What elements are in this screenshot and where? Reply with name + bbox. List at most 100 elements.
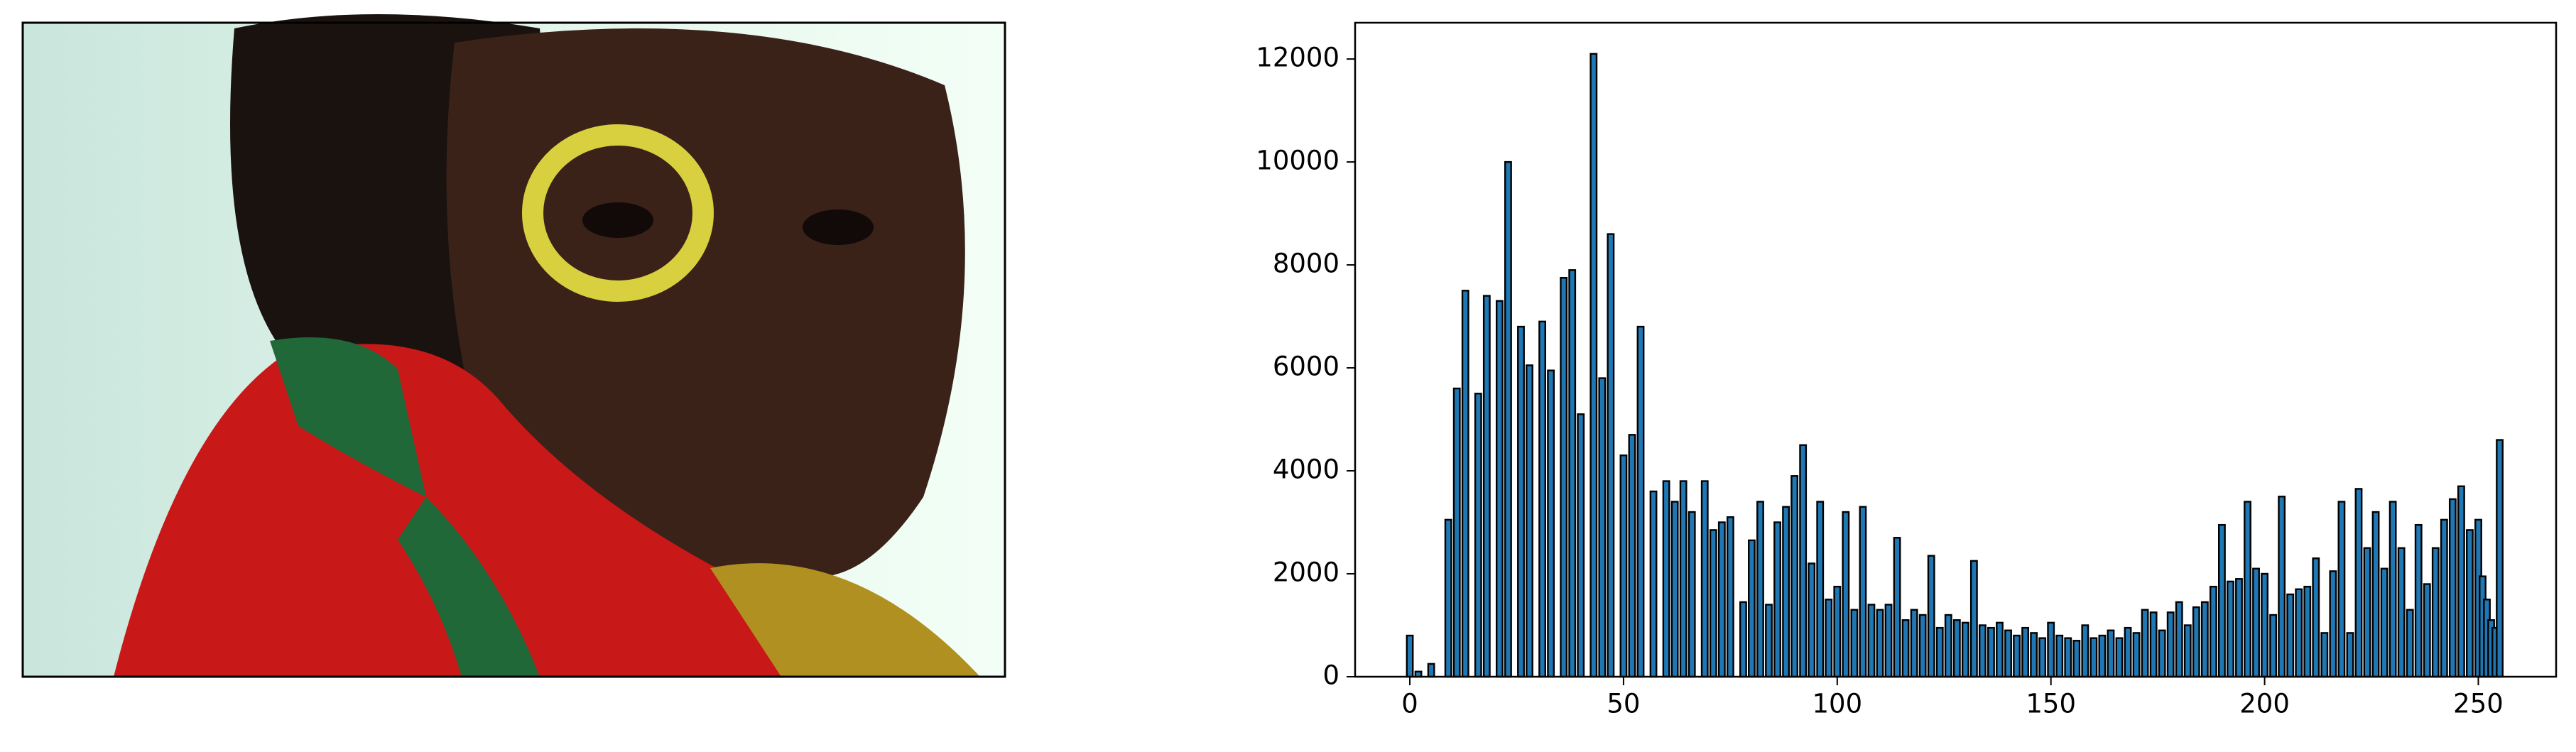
bar	[2013, 634, 2021, 678]
bar	[1636, 325, 1645, 678]
bar	[1756, 501, 1764, 678]
bar	[1679, 480, 1688, 678]
bar	[2329, 570, 2337, 678]
y-tick-label: 10000	[1256, 146, 1339, 176]
bar	[2141, 609, 2149, 678]
bar	[2431, 547, 2440, 678]
bar	[2371, 511, 2380, 678]
bar	[1935, 626, 1944, 678]
bar	[1444, 518, 1452, 678]
bar	[1867, 604, 1876, 678]
bar	[1662, 480, 1670, 678]
y-tick-label: 8000	[1273, 249, 1339, 279]
bar	[2047, 621, 2055, 678]
bar	[1504, 160, 1512, 678]
bar	[1700, 480, 1709, 678]
bar	[1607, 233, 1615, 678]
bar	[2124, 626, 2132, 678]
x-tick-label: 50	[1607, 689, 1640, 719]
bar	[1526, 364, 1533, 678]
bar	[2166, 611, 2175, 678]
bar	[2414, 523, 2423, 678]
bar	[2227, 580, 2234, 678]
bar	[2337, 501, 2346, 678]
bar	[1927, 555, 1935, 678]
bar	[1560, 276, 1568, 678]
bar	[1495, 300, 1504, 678]
bar	[1577, 413, 1585, 678]
bar	[1619, 454, 1628, 678]
bar	[2397, 547, 2406, 678]
bar	[2244, 501, 2251, 678]
y-tick-label: 4000	[1273, 454, 1339, 485]
bar	[1850, 609, 1859, 678]
bar	[1816, 501, 1825, 678]
bar	[1987, 626, 1995, 678]
bar	[2192, 606, 2200, 678]
bar	[1859, 506, 1867, 678]
bar	[1482, 295, 1491, 678]
bar	[1782, 506, 1790, 678]
bar	[1969, 560, 1978, 678]
bar	[1884, 604, 1893, 678]
bar	[2081, 624, 2089, 678]
bar	[1726, 516, 1734, 678]
bar	[1876, 609, 1884, 678]
bar	[1709, 529, 1717, 678]
bar	[1406, 634, 1414, 678]
bar	[2457, 485, 2465, 678]
bar	[1833, 585, 1842, 678]
bar	[2423, 583, 2431, 678]
bar	[1944, 614, 1952, 678]
bar	[2320, 632, 2329, 678]
bar	[1452, 387, 1461, 678]
y-tick-label: 6000	[1273, 352, 1339, 382]
bar	[2252, 567, 2260, 678]
bar	[1918, 614, 1927, 678]
bar	[2363, 547, 2371, 678]
bar	[1961, 621, 1969, 678]
bar	[2286, 593, 2295, 678]
x-tick-label: 250	[2453, 689, 2504, 719]
bar	[2030, 632, 2038, 678]
bar	[2406, 609, 2414, 678]
bar	[2089, 637, 2098, 678]
bar	[2346, 632, 2354, 678]
axes-frame	[1354, 21, 2558, 678]
bar	[1790, 475, 1799, 678]
bar	[2235, 578, 2243, 678]
bar	[1739, 601, 1747, 678]
bar	[2132, 632, 2141, 678]
bar	[1568, 269, 1577, 678]
bar	[1996, 621, 2004, 678]
photo	[21, 14, 1006, 678]
bar	[1808, 562, 1816, 678]
bar	[2466, 529, 2474, 678]
bar	[2209, 585, 2217, 678]
bar	[1842, 511, 1850, 678]
bar	[1825, 599, 1833, 678]
x-tick-label: 150	[2026, 689, 2076, 719]
x-tick-label: 0	[1401, 689, 1418, 719]
bar	[2064, 637, 2072, 678]
bar	[2496, 439, 2504, 678]
bar	[2098, 634, 2107, 678]
bar	[1427, 663, 1435, 678]
bar	[2107, 629, 2115, 678]
bar	[1978, 624, 1987, 678]
bar	[2115, 637, 2124, 678]
y-tick-label: 2000	[1273, 557, 1339, 588]
bar	[1799, 444, 1808, 678]
bar	[1717, 521, 1726, 678]
bar	[1773, 521, 1781, 678]
bar	[1688, 511, 1696, 678]
bar	[2175, 601, 2183, 678]
bar	[1474, 393, 1482, 678]
bar	[2295, 588, 2303, 678]
bar	[2072, 640, 2081, 678]
bar	[2021, 626, 2030, 678]
bar	[1461, 290, 1469, 678]
bar	[2448, 498, 2457, 678]
bar	[2380, 567, 2388, 678]
